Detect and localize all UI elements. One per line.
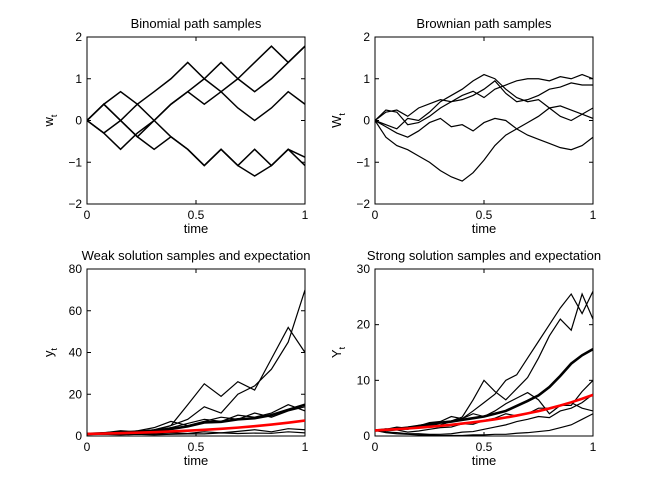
binomial-ytick-label: −1 [68, 155, 82, 169]
binomial-series-5 [87, 103, 305, 177]
binomial-ylabel: wt [41, 114, 59, 127]
weak-ytick-label: 80 [69, 262, 83, 276]
weak-ytick-label: 40 [69, 346, 83, 360]
brownian-ytick-label: −1 [356, 155, 370, 169]
brownian-ytick-label: 0 [363, 114, 370, 128]
binomial-xlabel: time [184, 221, 209, 236]
binomial-ylabel-subscript: t [49, 114, 59, 117]
brownian-ytick-label: 1 [363, 72, 370, 86]
strong-ylabel: Yt [329, 346, 347, 358]
weak-ytick-label: 20 [69, 387, 83, 401]
strong-ytick-label: 20 [357, 318, 371, 332]
weak-title: Weak solution samples and expectation [82, 248, 311, 263]
brownian-xtick-label: 1 [590, 208, 597, 222]
weak-ylabel-subscript: t [49, 348, 59, 351]
weak-xtick-label: 1 [302, 440, 309, 454]
weak-series-8 [87, 419, 305, 436]
brownian-series-4 [375, 117, 593, 151]
strong-xtick-label: 0 [372, 440, 379, 454]
binomial-ytick-label: 0 [75, 114, 82, 128]
brownian-series-1 [375, 73, 593, 121]
binomial-chart: 0 0.5 1 −2 −1 0 1 2 Binomial path samples time wt [41, 16, 309, 236]
binomial-ylabel-main: w [41, 116, 56, 127]
binomial-ytick-label: 2 [75, 30, 82, 44]
strong-title: Strong solution samples and expectation [367, 248, 601, 263]
brownian-xlabel: time [472, 221, 497, 236]
strong-series-group [375, 291, 593, 436]
weak-ytick-label: 60 [69, 304, 83, 318]
strong-ylabel-subscript: t [337, 346, 347, 349]
brownian-ytick-label: −2 [356, 197, 370, 211]
binomial-series-3 [87, 90, 305, 151]
brownian-ylabel: Wt [329, 113, 347, 128]
weak-ylabel-main: y [41, 350, 56, 357]
weak-plot-area [86, 268, 306, 437]
weak-xtick-label: 0.5 [188, 440, 205, 454]
brownian-plot-area [374, 36, 594, 205]
strong-xtick-label: 0.5 [476, 440, 493, 454]
strong-ytick-label: 0 [363, 429, 370, 443]
brownian-series-2 [375, 73, 593, 130]
brownian-title: Brownian path samples [416, 16, 552, 31]
weak-ylabel: yt [41, 348, 59, 358]
binomial-title: Binomial path samples [131, 16, 262, 31]
binomial-series-1 [87, 45, 305, 122]
strong-series-8 [375, 393, 593, 432]
binomial-ytick-label: 1 [75, 72, 82, 86]
brownian-ytick-label: 2 [363, 30, 370, 44]
brownian-series-group [375, 73, 593, 182]
brownian-series-3 [375, 80, 593, 126]
strong-ytick-label: 30 [357, 262, 371, 276]
strong-ytick-label: 10 [357, 373, 371, 387]
binomial-xtick-label: 0 [84, 208, 91, 222]
binomial-xtick-label: 0.5 [188, 208, 205, 222]
binomial-series-group [87, 45, 305, 177]
weak-xtick-label: 0 [84, 440, 91, 454]
strong-xtick-label: 1 [590, 440, 597, 454]
brownian-xtick-label: 0 [372, 208, 379, 222]
brownian-series-5 [375, 105, 593, 182]
weak-xlabel: time [184, 453, 209, 468]
brownian-chart: 0 0.5 1 −2 −1 0 1 2 Brownian path samples time Wt [329, 16, 597, 236]
binomial-ytick-label: −2 [68, 197, 82, 211]
weak-ytick-label: 0 [75, 429, 82, 443]
binomial-plot-area [86, 36, 306, 205]
brownian-ylabel-subscript: t [337, 113, 347, 116]
weak-series-1 [87, 289, 305, 435]
weak-series-group [87, 289, 305, 436]
strong-ylabel-main: Y [329, 349, 344, 358]
brownian-ylabel-main: W [329, 115, 344, 128]
strong-series-5 [375, 393, 593, 435]
strong-xlabel: time [472, 453, 497, 468]
binomial-xtick-label: 1 [302, 208, 309, 222]
brownian-xtick-label: 0.5 [476, 208, 493, 222]
